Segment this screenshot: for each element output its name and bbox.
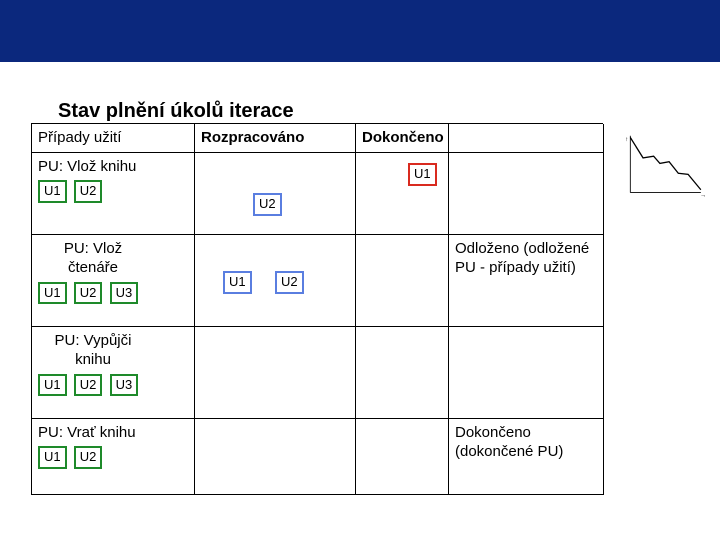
task-badge: U1 [408,163,437,186]
uc-cell: PU: Vrať knihu U1 U2 [32,419,195,495]
done-cell [356,235,449,327]
note-cell: Odloženo (odložené PU - případy užití) [449,235,604,327]
done-cell [356,327,449,419]
uc-label: PU: Vlož knihu [38,157,188,176]
uc-badges: U1 U2 [38,180,188,203]
task-badge: U1 [38,282,67,305]
note-cell: Dokončeno (dokončené PU) [449,419,604,495]
uc-badges: U1 U2 U3 [38,282,188,305]
uc-badges: U1 U2 [38,446,188,469]
inprogress-cell [195,327,356,419]
inprogress-cell: U2 [195,153,356,235]
col-header-usecases: Případy užití [32,124,195,153]
uc-cell: PU: Vypůjči knihu U1 U2 U3 [32,327,195,419]
uc-label: PU: Vrať knihu [38,423,188,442]
task-badge: U2 [74,446,103,469]
uc-label: PU: Vypůjči knihu [38,331,188,369]
col-header-done: Dokončeno [356,124,449,153]
task-badge: U2 [253,193,282,216]
done-cell [356,419,449,495]
inprogress-cell [195,419,356,495]
uc-badges: U1 U2 U3 [38,374,188,397]
status-table: Případy užití Rozpracováno Dokončeno PU:… [31,123,603,495]
uc-label: PU: Vlož čtenáře [38,239,188,277]
burndown-chart: ↑ → [620,130,706,200]
svg-text:↑: ↑ [625,137,628,143]
note-cell [449,153,604,235]
task-badge: U1 [38,446,67,469]
task-badge: U2 [74,180,103,203]
task-badge: U2 [275,271,304,294]
note-cell [449,327,604,419]
task-badge: U2 [74,374,103,397]
task-badge: U2 [74,282,103,305]
inprogress-cell: U1 U2 [195,235,356,327]
uc-cell: PU: Vlož čtenáře U1 U2 U3 [32,235,195,327]
task-badge: U1 [38,374,67,397]
col-header-inprogress: Rozpracováno [195,124,356,153]
page-title: Stav plnění úkolů iterace [58,100,294,123]
task-badge: U1 [223,271,252,294]
task-badge: U1 [38,180,67,203]
done-cell: U1 [356,153,449,235]
uc-cell: PU: Vlož knihu U1 U2 [32,153,195,235]
task-badge: U3 [110,282,139,305]
header-banner [0,0,720,62]
svg-text:→: → [700,193,706,199]
task-badge: U3 [110,374,139,397]
col-header-notes [449,124,604,153]
